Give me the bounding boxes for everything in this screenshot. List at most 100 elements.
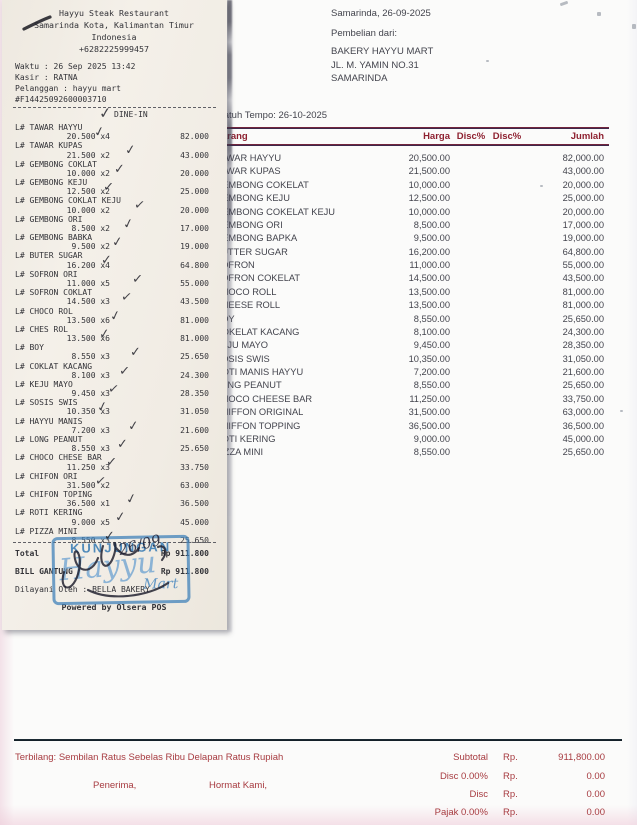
receipt-item-name: L# PIZZA MINI bbox=[15, 526, 78, 536]
receipt-item-qty: 16.200 x4 bbox=[66, 260, 110, 270]
invoice-row-harga: 12,500.00 bbox=[408, 193, 450, 204]
invoice-row-harga: 8,550.00 bbox=[413, 447, 450, 458]
handwritten-check: ✓ bbox=[105, 455, 118, 471]
invoice-row-name: GEMBONG BAPKA bbox=[215, 233, 298, 244]
invoice-row-jumlah: 25,650.00 bbox=[562, 313, 604, 324]
receipt-item-qty: 7.200 x3 bbox=[71, 425, 110, 435]
invoice-row-harga: 14,500.00 bbox=[408, 273, 450, 284]
receipt-item-name: L# CHIFON ORI bbox=[15, 471, 78, 481]
invoice-row-harga: 10,350.00 bbox=[408, 353, 450, 364]
receipt-store-name: Hayyu Steak Restaurant bbox=[59, 8, 169, 18]
handwritten-check: ✓ bbox=[127, 417, 140, 435]
handwritten-check: ✓ bbox=[120, 289, 133, 306]
thermal-receipt: Hayyu Steak Restaurant Samarinda Kota, K… bbox=[2, 0, 227, 630]
receipt-item-name: L# GEMBONG ORI bbox=[15, 214, 83, 224]
invoice-row-name: GEMBONG COKELAT bbox=[215, 179, 309, 190]
invoice-row-harga: 9,500.00 bbox=[413, 233, 450, 244]
total-row-label: Disc bbox=[469, 789, 488, 800]
total-row-label: Subtotal bbox=[453, 752, 488, 763]
handwritten-check: ✓ bbox=[124, 142, 137, 159]
invoice-row-name: PIZZA MINI bbox=[215, 447, 264, 458]
footer-rule bbox=[14, 739, 622, 741]
handwritten-check: ✓ bbox=[102, 179, 115, 196]
invoice-row-jumlah: 33,750.00 bbox=[562, 393, 604, 404]
receipt-item-amount: 24.300 bbox=[180, 370, 209, 380]
receipt-item-qty: 13.500 x6 bbox=[66, 315, 110, 325]
handwritten-check: ✓ bbox=[95, 399, 110, 417]
receipt-address-line1: Samarinda Kota, Kalimantan Timur bbox=[34, 20, 194, 30]
receipt-phone: +6282225999457 bbox=[79, 44, 149, 54]
invoice-row-jumlah: 21,600.00 bbox=[562, 367, 604, 378]
receipt-item-amount: 63.000 bbox=[180, 480, 209, 490]
receipt-item-qty: 14.500 x3 bbox=[66, 297, 110, 307]
receipt-item-qty: 36.500 x1 bbox=[66, 499, 110, 509]
handwritten-check: ✓ bbox=[111, 234, 124, 251]
invoice-row-jumlah: 43,000.00 bbox=[562, 166, 604, 177]
receipt-item-name: L# GEMBONG COKLAT bbox=[15, 159, 97, 169]
receipt-item-qty: 8.550 x3 bbox=[71, 444, 110, 454]
invoice-row-jumlah: 81,000.00 bbox=[562, 300, 604, 311]
receipt-item-qty: 13.500 x6 bbox=[66, 334, 110, 344]
receipt-item-qty: 9.450 x3 bbox=[71, 389, 110, 399]
invoice-purchase-label: Pembelian dari: bbox=[331, 28, 398, 39]
invoice-row-jumlah: 25,000.00 bbox=[562, 193, 604, 204]
receipt-item-qty: 20.500 x4 bbox=[66, 132, 110, 142]
invoice-row-name: TAWAR HAYYU bbox=[215, 153, 282, 163]
receipt-id-line: #F14425092600003710 bbox=[15, 95, 107, 104]
receipt-item-amount: 31.050 bbox=[180, 407, 209, 417]
scan-speck bbox=[597, 12, 601, 16]
handwritten-check: ✓ bbox=[116, 436, 129, 453]
col-header-disc1: Disc% bbox=[456, 131, 486, 142]
receipt-item-name: L# GEMBONG COKLAT KEJU bbox=[15, 196, 121, 206]
receipt-total-label: Total bbox=[15, 549, 40, 558]
total-row-value: 0.00 bbox=[586, 789, 606, 800]
invoice-row-jumlah: 64,800.00 bbox=[562, 246, 604, 257]
receipt-divider bbox=[13, 107, 216, 108]
invoice-row-jumlah: 45,000.00 bbox=[562, 433, 604, 444]
receipt-item-name: L# CHES ROL bbox=[15, 324, 68, 334]
invoice-row-harga: 10,000.00 bbox=[408, 179, 450, 190]
scan-speck bbox=[486, 60, 489, 62]
invoice-row-name: COKELAT KACANG bbox=[215, 326, 300, 337]
invoice-row-harga: 21,500.00 bbox=[408, 166, 450, 177]
receipt-item-name: L# GEMBONG KEJU bbox=[15, 178, 88, 188]
invoice-row-harga: 8,550.00 bbox=[413, 380, 450, 391]
invoice-row-jumlah: 36,500.00 bbox=[562, 420, 604, 431]
receipt-item-qty: 21.500 x2 bbox=[66, 150, 110, 160]
receipt-served-by: Dilayani Oleh : BELLA BAKERY bbox=[15, 585, 150, 594]
scan-speck bbox=[632, 24, 636, 29]
invoice-buyer-city: SAMARINDA bbox=[331, 73, 388, 84]
receipt-item-amount: 55.000 bbox=[180, 279, 209, 288]
receipt-item-amount: 33.750 bbox=[180, 462, 209, 472]
total-row-currency: Rp. bbox=[503, 771, 518, 782]
handwritten-check: ✓ bbox=[133, 197, 146, 215]
invoice-city-date: Samarinda, 26-09-2025 bbox=[331, 8, 431, 19]
receipt-item-amount: 45.000 bbox=[180, 517, 209, 527]
invoice-row-jumlah: 82,000.00 bbox=[562, 153, 604, 163]
receipt-item-name: L# SOFRON COKLAT bbox=[15, 288, 93, 298]
receipt-item-amount: 81.000 bbox=[180, 334, 209, 344]
receipt-item-amount: 25.650 bbox=[180, 535, 209, 545]
invoice-row-harga: 8,500.00 bbox=[413, 219, 450, 230]
invoice-row-name: CHIFFON ORIGINAL bbox=[215, 407, 304, 418]
total-row-currency: Rp. bbox=[503, 807, 518, 818]
invoice-row-harga: 31,500.00 bbox=[408, 407, 450, 418]
invoice-row-name: GEMBONG ORI bbox=[215, 219, 283, 230]
invoice-row-harga: 16,200.00 bbox=[408, 246, 450, 257]
col-header-jumlah: Jumlah bbox=[570, 131, 604, 142]
receipt-time-line: Waktu : 26 Sep 2025 13:42 bbox=[15, 62, 136, 71]
invoice-row-harga: 9,000.00 bbox=[413, 433, 450, 444]
receipt-item-name: L# TAWAR HAYYU bbox=[15, 123, 83, 132]
invoice-row-name: ROTI MANIS HAYYU bbox=[215, 367, 304, 378]
invoice-row-name: SOFRON bbox=[215, 260, 255, 271]
invoice-row-jumlah: 31,050.00 bbox=[562, 353, 604, 364]
receipt-item-qty: 11.000 x5 bbox=[66, 279, 110, 288]
invoice-row-name: CHEESE ROLL bbox=[215, 300, 281, 311]
handwritten-check: ✓ bbox=[114, 509, 127, 526]
handwritten-check: ✓ bbox=[100, 253, 113, 269]
receipt-item-amount: 43.000 bbox=[180, 150, 209, 160]
invoice-row-harga: 20,500.00 bbox=[408, 153, 450, 163]
invoice-row-jumlah: 20,000.00 bbox=[562, 179, 604, 190]
